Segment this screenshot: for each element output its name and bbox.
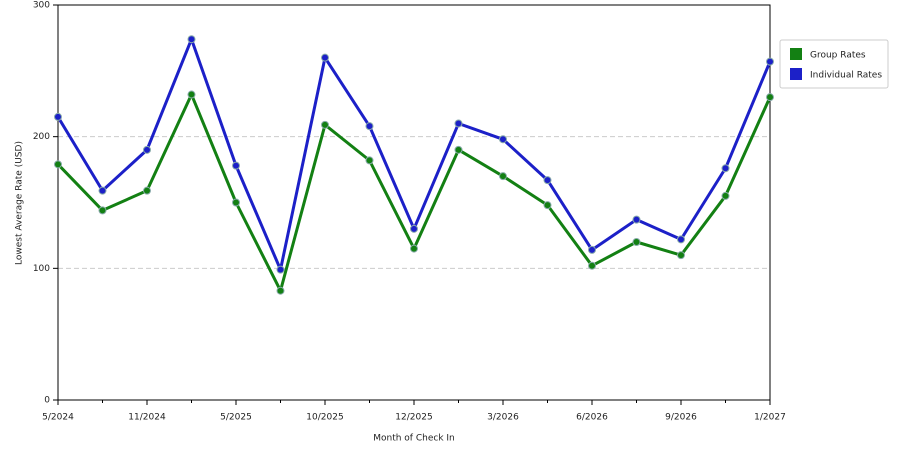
data-point bbox=[410, 244, 418, 253]
data-point bbox=[321, 53, 329, 62]
data-point bbox=[54, 112, 62, 121]
data-point bbox=[54, 160, 62, 169]
data-point bbox=[721, 191, 730, 200]
x-tick-label: 9/2026 bbox=[665, 413, 697, 423]
data-point bbox=[766, 57, 774, 66]
data-point bbox=[543, 176, 552, 185]
data-point bbox=[588, 261, 596, 270]
x-tick-label: 11/2024 bbox=[128, 413, 166, 423]
data-point bbox=[766, 93, 774, 102]
data-point bbox=[365, 156, 374, 165]
data-point bbox=[721, 164, 730, 173]
legend-label: Individual Rates bbox=[810, 71, 882, 81]
y-tick-label: 200 bbox=[33, 132, 50, 142]
x-tick-label: 3/2026 bbox=[487, 413, 519, 423]
data-point bbox=[632, 238, 641, 246]
data-point bbox=[454, 145, 463, 154]
x-axis-label: Month of Check In bbox=[373, 434, 455, 444]
data-point bbox=[588, 245, 596, 254]
data-point bbox=[187, 90, 196, 99]
y-tick-label: 0 bbox=[44, 396, 50, 406]
x-tick-label: 5/2025 bbox=[220, 413, 252, 423]
data-point bbox=[454, 119, 463, 128]
data-point bbox=[187, 35, 196, 44]
x-tick-label: 12/2025 bbox=[395, 413, 432, 423]
data-point bbox=[232, 198, 240, 207]
x-tick-label: 10/2025 bbox=[306, 413, 343, 423]
data-point bbox=[677, 235, 685, 244]
y-tick-label: 100 bbox=[33, 264, 50, 274]
y-axis-label: Lowest Average Rate (USD) bbox=[15, 141, 25, 265]
legend-label: Group Rates bbox=[810, 51, 866, 61]
data-point bbox=[321, 120, 329, 129]
data-point bbox=[143, 145, 151, 154]
data-point bbox=[232, 161, 240, 170]
legend-box bbox=[779, 39, 889, 89]
x-tick-label: 6/2026 bbox=[576, 413, 608, 423]
data-point bbox=[499, 172, 507, 181]
series-line bbox=[56, 93, 772, 293]
y-tick-label: 300 bbox=[33, 1, 50, 11]
data-point bbox=[499, 135, 507, 144]
data-point bbox=[365, 122, 374, 131]
data-point bbox=[410, 224, 418, 233]
legend-swatch bbox=[790, 68, 802, 80]
data-point bbox=[98, 186, 107, 195]
data-point bbox=[632, 215, 641, 224]
data-point bbox=[98, 206, 107, 215]
plot-frame bbox=[57, 4, 771, 401]
x-tick-label: 5/2024 bbox=[42, 413, 74, 423]
data-point bbox=[143, 186, 151, 195]
data-point bbox=[276, 265, 285, 274]
legend-swatch bbox=[790, 48, 802, 60]
x-tick-label: 1/2027 bbox=[754, 413, 786, 423]
data-point bbox=[677, 251, 685, 260]
data-point bbox=[276, 286, 285, 295]
data-point bbox=[543, 201, 552, 210]
